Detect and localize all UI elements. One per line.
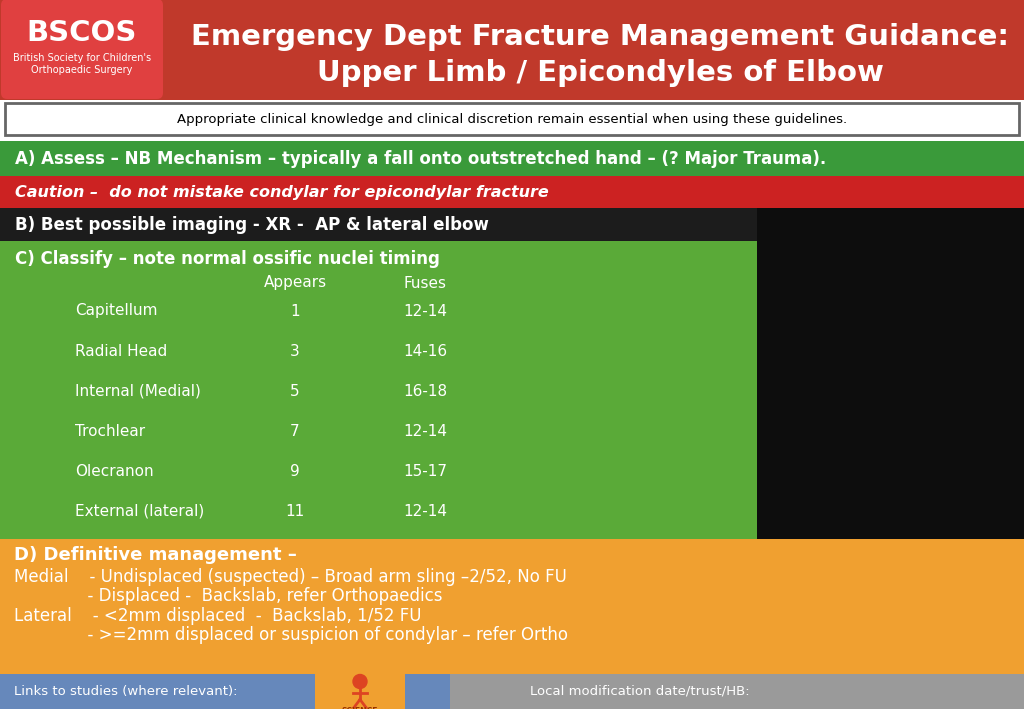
Text: 16-18: 16-18 [402, 384, 447, 398]
Text: 12-14: 12-14 [403, 503, 447, 518]
Text: - >=2mm displaced or suspicion of condylar – refer Ortho: - >=2mm displaced or suspicion of condyl… [14, 626, 568, 644]
Text: Orthopaedic Surgery: Orthopaedic Surgery [32, 65, 133, 75]
Text: Links to studies (where relevant):: Links to studies (where relevant): [14, 685, 238, 698]
Text: B) Best possible imaging - XR -  AP & lateral elbow: B) Best possible imaging - XR - AP & lat… [15, 216, 488, 233]
Bar [5, 103, 1019, 135]
Text: Medial    - Undisplaced (suspected) – Broad arm sling –2/52, No FU: Medial - Undisplaced (suspected) – Broad… [14, 568, 567, 586]
Text: Internal (Medial): Internal (Medial) [75, 384, 201, 398]
Text: SCIENCE: SCIENCE [342, 707, 378, 709]
Text: 12-14: 12-14 [403, 423, 447, 438]
Text: - Displaced -  Backslab, refer Orthopaedics: - Displaced - Backslab, refer Orthopaedi… [14, 587, 442, 605]
Bar [315, 669, 406, 709]
Bar [757, 208, 1024, 539]
Text: C) Classify – note normal ossific nuclei timing: C) Classify – note normal ossific nuclei… [15, 250, 440, 268]
Text: British Society for Children's: British Society for Children's [13, 53, 152, 63]
Circle shape [353, 674, 367, 688]
Bar [0, 208, 1024, 241]
Text: D) Definitive management –: D) Definitive management – [14, 546, 297, 564]
Bar [0, 141, 1024, 176]
Text: 5: 5 [290, 384, 300, 398]
Text: 3: 3 [290, 343, 300, 359]
Text: Emergency Dept Fracture Management Guidance:: Emergency Dept Fracture Management Guida… [191, 23, 1009, 51]
Text: BSCOS: BSCOS [27, 19, 137, 47]
Text: 15-17: 15-17 [403, 464, 447, 479]
Text: Fuses: Fuses [403, 276, 446, 291]
FancyBboxPatch shape [1, 0, 163, 99]
Text: 11: 11 [286, 503, 304, 518]
Text: Radial Head: Radial Head [75, 343, 167, 359]
Text: Capitellum: Capitellum [75, 303, 158, 318]
Text: Lateral    - <2mm displaced  -  Backslab, 1/52 FU: Lateral - <2mm displaced - Backslab, 1/5… [14, 607, 422, 625]
Text: 14-16: 14-16 [402, 343, 447, 359]
Text: Caution –  do not mistake condylar for epicondylar fracture: Caution – do not mistake condylar for ep… [15, 184, 549, 199]
Text: Upper Limb / Epicondyles of Elbow: Upper Limb / Epicondyles of Elbow [316, 59, 884, 87]
Text: A) Assess – NB Mechanism – typically a fall onto outstretched hand – (? Major Tr: A) Assess – NB Mechanism – typically a f… [15, 150, 826, 167]
Text: 12-14: 12-14 [403, 303, 447, 318]
Text: Olecranon: Olecranon [75, 464, 154, 479]
Bar [0, 674, 450, 709]
Text: 1: 1 [290, 303, 300, 318]
Text: Trochlear: Trochlear [75, 423, 145, 438]
Bar [450, 674, 1024, 709]
Text: External (lateral): External (lateral) [75, 503, 204, 518]
Text: 9: 9 [290, 464, 300, 479]
Text: Appears: Appears [263, 276, 327, 291]
Bar [5, 103, 1019, 135]
Bar [0, 0, 1024, 100]
Text: 7: 7 [290, 423, 300, 438]
Bar [0, 176, 1024, 208]
Text: Local modification date/trust/HB:: Local modification date/trust/HB: [530, 685, 750, 698]
Text: Appropriate clinical knowledge and clinical discretion remain essential when usi: Appropriate clinical knowledge and clini… [177, 113, 847, 125]
Bar [0, 241, 757, 539]
Bar [0, 539, 1024, 674]
